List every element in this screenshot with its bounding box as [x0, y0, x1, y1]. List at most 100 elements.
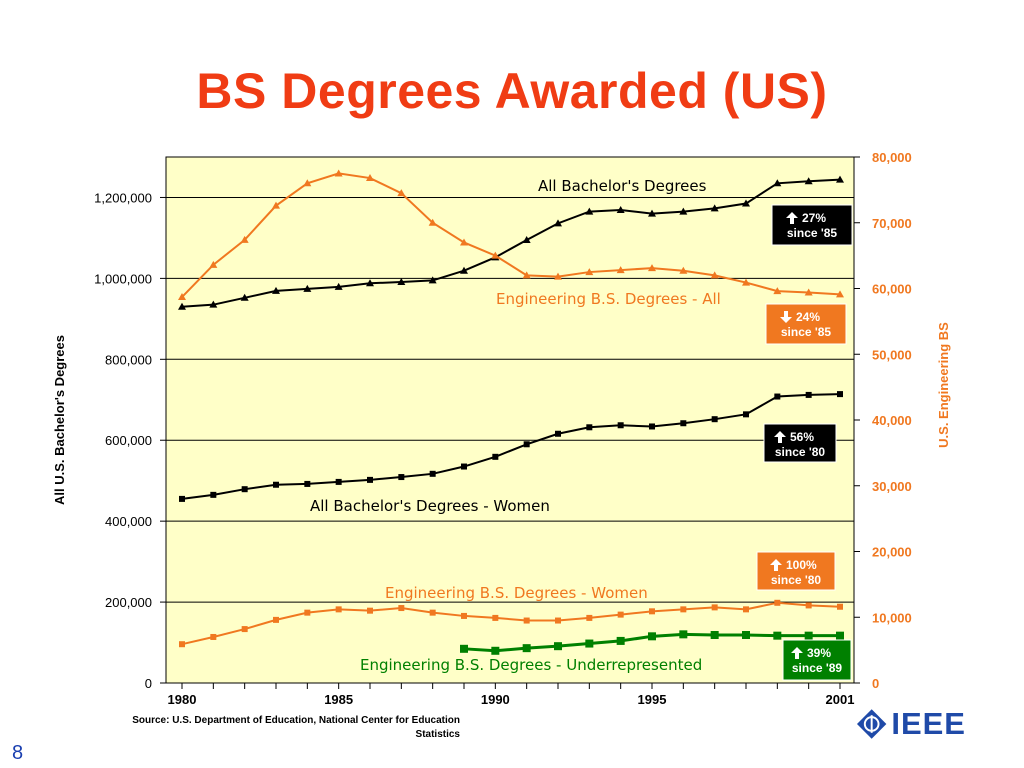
x-tick-label: 1980	[168, 692, 197, 707]
data-point	[366, 174, 374, 182]
data-point	[491, 251, 500, 259]
data-point	[805, 391, 812, 398]
data-point	[711, 604, 718, 611]
badge-box	[763, 423, 837, 463]
badge-box	[771, 204, 853, 246]
data-point	[461, 612, 467, 619]
data-point	[616, 266, 625, 274]
series-labels: All Bachelor's Degrees Engineering B.S. D…	[310, 177, 721, 674]
change-badge: 100%since '80	[756, 551, 836, 591]
data-point	[710, 271, 719, 279]
badge-since: since '89	[792, 661, 843, 675]
data-point	[303, 284, 312, 292]
y-axis-right-title: U.S. Engineering BS	[936, 322, 951, 448]
data-point	[272, 286, 280, 294]
data-point	[398, 474, 405, 481]
y-left-tick-label: 0	[145, 676, 152, 691]
y-right-tick-label: 40,000	[872, 413, 912, 428]
series-1	[178, 169, 844, 301]
data-point	[460, 644, 468, 653]
series-3	[179, 599, 843, 648]
data-point	[273, 616, 279, 623]
y-left-tick-label: 600,000	[105, 433, 152, 448]
data-point	[585, 207, 594, 215]
data-point	[710, 204, 719, 212]
data-point	[492, 453, 499, 460]
data-point	[742, 199, 750, 207]
series-line	[181, 172, 841, 298]
y-right-tick-label: 70,000	[872, 216, 912, 231]
data-point	[460, 266, 468, 274]
data-point	[178, 302, 186, 310]
arrow-up-icon	[774, 431, 786, 443]
data-point	[179, 641, 185, 648]
series-layer	[178, 169, 844, 655]
data-point	[679, 630, 688, 639]
arrow-up-icon	[791, 647, 803, 659]
data-point	[179, 495, 185, 502]
data-point	[429, 470, 436, 477]
data-point	[555, 430, 561, 437]
data-point	[304, 480, 311, 487]
data-point	[680, 606, 687, 613]
change-badge: 27%since '85	[771, 204, 853, 246]
y-right-tick-label: 30,000	[872, 479, 912, 494]
data-point	[742, 278, 750, 286]
x-tick-label: 2001	[826, 692, 855, 707]
y-left-tick-label: 800,000	[105, 352, 152, 367]
data-point	[710, 631, 719, 640]
data-point	[334, 282, 343, 290]
data-point	[304, 609, 311, 616]
data-point	[240, 293, 249, 301]
y-right-tick-label: 80,000	[872, 150, 912, 165]
data-point	[460, 238, 468, 246]
data-point	[805, 602, 812, 609]
data-point	[210, 491, 217, 498]
data-point	[804, 288, 813, 296]
series-label: Engineering B.S. Degrees - Underrepresen…	[360, 656, 702, 674]
badge-percent: 39%	[807, 646, 831, 660]
series-4	[460, 630, 844, 655]
data-point	[240, 235, 249, 243]
y-left-tick-label: 200,000	[105, 595, 152, 610]
data-point	[523, 617, 530, 624]
data-point	[491, 646, 500, 655]
x-axis: 1980 1985 1990 1995 2001	[168, 683, 855, 707]
data-point	[429, 609, 436, 616]
data-point	[773, 179, 782, 187]
change-badge: 24%since '85	[765, 303, 847, 345]
data-point	[367, 607, 373, 614]
data-point	[523, 441, 530, 448]
data-point	[367, 476, 373, 483]
data-point	[743, 411, 749, 418]
data-point	[209, 260, 218, 268]
data-point	[774, 393, 781, 400]
data-point	[461, 463, 467, 470]
data-point	[334, 169, 343, 177]
x-tick-label: 1985	[324, 692, 353, 707]
ieee-logo: IEEE	[856, 704, 966, 744]
gridlines	[166, 196, 854, 603]
series-line	[181, 178, 841, 308]
page-title: BS Degrees Awarded (US)	[196, 63, 828, 119]
data-point	[585, 268, 594, 276]
data-point	[648, 209, 656, 217]
badge-percent: 100%	[786, 558, 817, 572]
data-point	[554, 219, 562, 227]
plot-area	[165, 156, 855, 684]
data-point	[178, 293, 186, 301]
change-badge: 39%since '89	[782, 639, 852, 681]
data-point	[522, 271, 531, 279]
badge-since: since '80	[775, 445, 826, 459]
y-axis-right: 0 10,000 20,000 30,000 40,000 50,000 60,000 70,…	[854, 150, 912, 691]
data-point	[273, 481, 279, 488]
data-point	[773, 631, 782, 640]
data-point	[836, 631, 844, 640]
y-right-tick-label: 10,000	[872, 610, 912, 625]
badge-box	[765, 303, 847, 345]
arrow-up-icon	[770, 559, 782, 571]
data-point	[743, 606, 749, 613]
y-axis-left-title: All U.S. Bachelor's Degrees	[52, 335, 67, 505]
data-point	[585, 639, 594, 648]
